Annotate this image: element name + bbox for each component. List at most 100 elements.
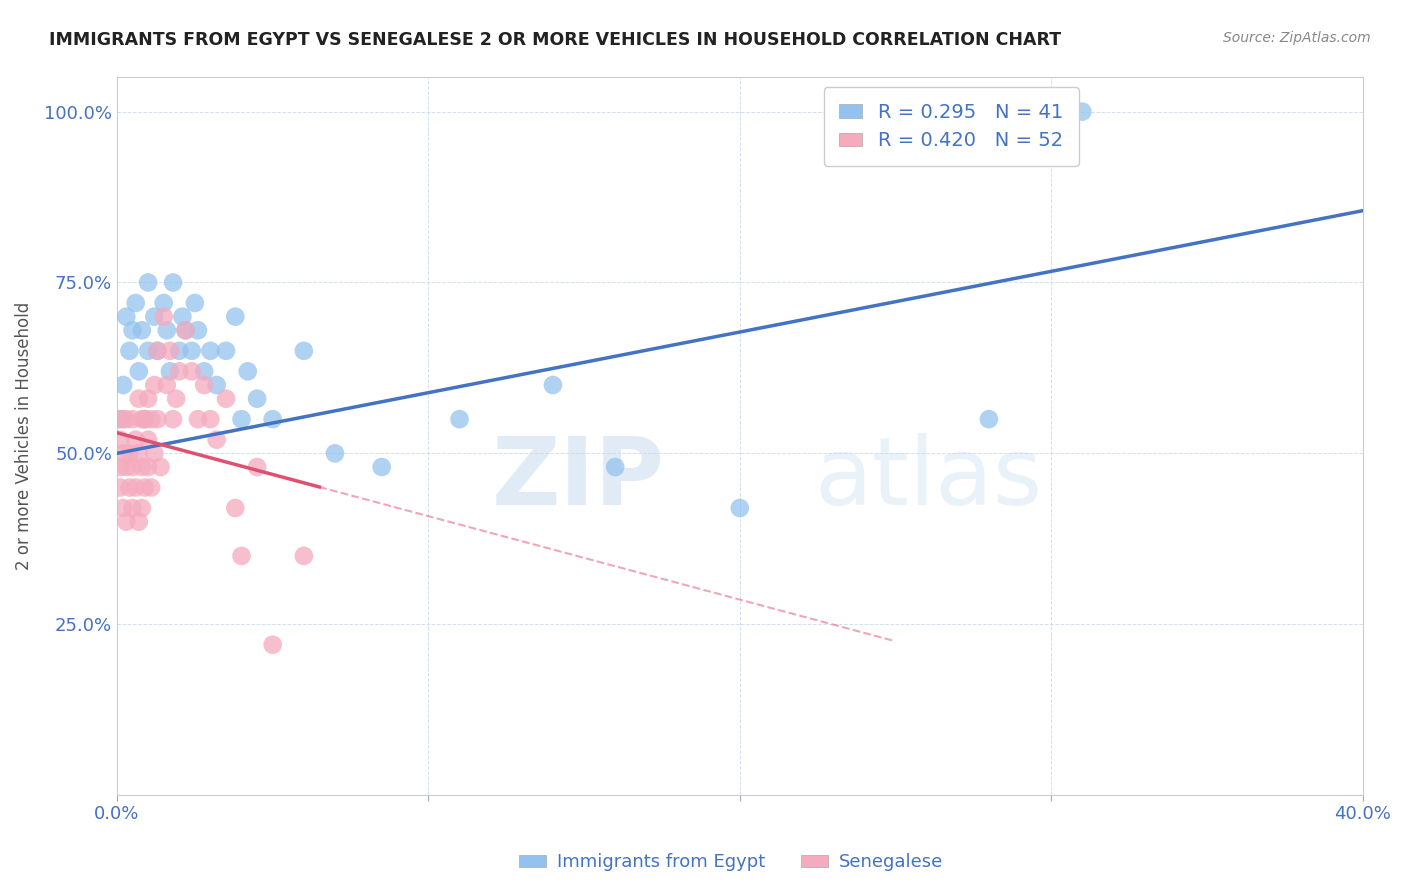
Legend: Immigrants from Egypt, Senegalese: Immigrants from Egypt, Senegalese	[512, 847, 950, 879]
Point	[205, 433, 228, 447]
Point	[134, 481, 156, 495]
Point	[180, 343, 202, 358]
Point	[112, 446, 135, 460]
Point	[292, 343, 315, 358]
Point	[121, 323, 143, 337]
Point	[136, 392, 159, 406]
Point	[165, 392, 187, 406]
Text: atlas: atlas	[814, 434, 1043, 525]
Point	[200, 343, 222, 358]
Point	[136, 276, 159, 290]
Point	[180, 364, 202, 378]
Point	[246, 460, 269, 475]
Point	[187, 323, 209, 337]
Point	[131, 460, 153, 475]
Point	[108, 460, 131, 475]
Point	[156, 378, 179, 392]
Point	[184, 296, 207, 310]
Point	[370, 460, 392, 475]
Legend: R = 0.295   N = 41, R = 0.420   N = 52: R = 0.295 N = 41, R = 0.420 N = 52	[824, 87, 1078, 166]
Text: ZIP: ZIP	[492, 434, 665, 525]
Point	[115, 412, 138, 426]
Point	[146, 343, 169, 358]
Point	[115, 460, 138, 475]
Point	[108, 412, 131, 426]
Point	[131, 501, 153, 516]
Point	[215, 392, 238, 406]
Point	[143, 446, 166, 460]
Point	[193, 378, 215, 392]
Point	[134, 412, 156, 426]
Point	[162, 276, 184, 290]
Point	[141, 412, 163, 426]
Point	[187, 412, 209, 426]
Point	[134, 412, 156, 426]
Point	[172, 310, 194, 324]
Point	[224, 501, 246, 516]
Point	[143, 378, 166, 392]
Point	[121, 412, 143, 426]
Point	[118, 481, 141, 495]
Point	[262, 638, 284, 652]
Point	[136, 343, 159, 358]
Point	[159, 343, 181, 358]
Point	[323, 446, 346, 460]
Point	[246, 392, 269, 406]
Point	[159, 364, 181, 378]
Point	[149, 460, 172, 475]
Point	[128, 515, 150, 529]
Point	[121, 501, 143, 516]
Point	[231, 549, 253, 563]
Point	[977, 412, 1000, 426]
Point	[193, 364, 215, 378]
Point	[143, 310, 166, 324]
Point	[605, 460, 627, 475]
Point	[112, 412, 135, 426]
Point	[205, 378, 228, 392]
Point	[112, 378, 135, 392]
Point	[115, 310, 138, 324]
Point	[152, 296, 174, 310]
Point	[174, 323, 197, 337]
Point	[131, 323, 153, 337]
Point	[136, 460, 159, 475]
Point	[108, 481, 131, 495]
Point	[141, 481, 163, 495]
Point	[162, 412, 184, 426]
Point	[124, 296, 146, 310]
Point	[200, 412, 222, 426]
Point	[728, 501, 751, 516]
Point	[152, 310, 174, 324]
Point	[449, 412, 471, 426]
Point	[121, 460, 143, 475]
Point	[118, 446, 141, 460]
Point	[128, 446, 150, 460]
Point	[174, 323, 197, 337]
Point	[115, 515, 138, 529]
Point	[215, 343, 238, 358]
Point	[292, 549, 315, 563]
Point	[167, 343, 190, 358]
Point	[156, 323, 179, 337]
Point	[146, 412, 169, 426]
Point	[128, 392, 150, 406]
Point	[167, 364, 190, 378]
Point	[224, 310, 246, 324]
Point	[124, 481, 146, 495]
Point	[128, 364, 150, 378]
Point	[541, 378, 564, 392]
Text: IMMIGRANTS FROM EGYPT VS SENEGALESE 2 OR MORE VEHICLES IN HOUSEHOLD CORRELATION : IMMIGRANTS FROM EGYPT VS SENEGALESE 2 OR…	[49, 31, 1062, 49]
Point	[131, 412, 153, 426]
Point	[136, 433, 159, 447]
Point	[112, 501, 135, 516]
Point	[262, 412, 284, 426]
Y-axis label: 2 or more Vehicles in Household: 2 or more Vehicles in Household	[15, 302, 32, 570]
Point	[108, 433, 131, 447]
Point	[118, 343, 141, 358]
Point	[236, 364, 259, 378]
Text: Source: ZipAtlas.com: Source: ZipAtlas.com	[1223, 31, 1371, 45]
Point	[146, 343, 169, 358]
Point	[124, 433, 146, 447]
Point	[1071, 104, 1094, 119]
Point	[231, 412, 253, 426]
